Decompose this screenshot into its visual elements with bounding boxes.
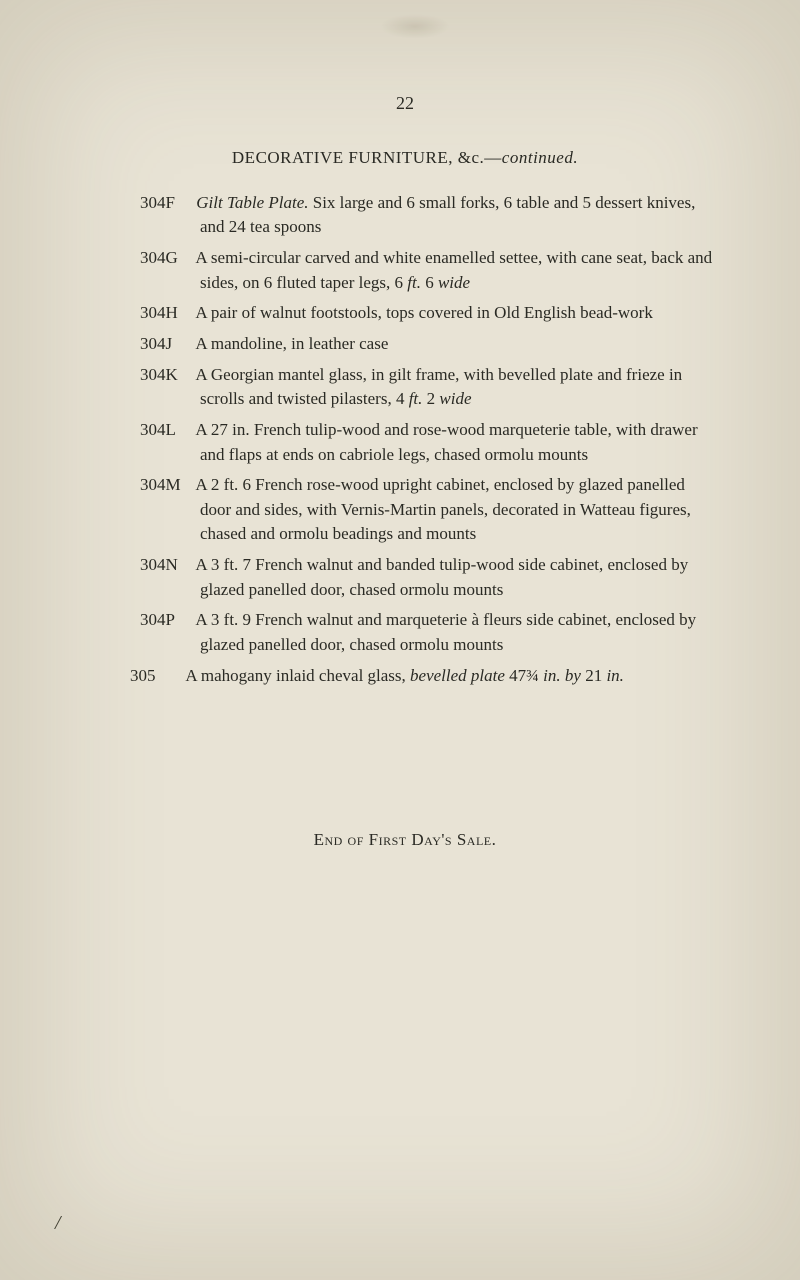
catalogue-entry: 304F Gilt Table Plate. Six large and 6 s… — [95, 191, 715, 240]
entry-text: A mandoline, in leather case — [195, 334, 388, 353]
entry-label: 304N — [140, 553, 192, 578]
entry-text: 21 — [581, 666, 607, 685]
entry-text: A pair of walnut footstools, tops covere… — [195, 303, 653, 322]
entry-label: 304F — [140, 191, 192, 216]
page-number: 22 — [95, 90, 715, 116]
catalogue-entry: 304P A 3 ft. 9 French walnut and marquet… — [95, 608, 715, 657]
margin-slash-mark: / — [55, 1212, 61, 1235]
entry-text: Gilt Table Plate. — [196, 193, 308, 212]
entry-text: in. by — [543, 666, 581, 685]
catalogue-entry: 304H A pair of walnut footstools, tops c… — [95, 301, 715, 326]
catalogue-entry: 304L A 27 in. French tulip-wood and rose… — [95, 418, 715, 467]
catalogue-entry: 305 A mahogany inlaid cheval glass, beve… — [95, 664, 715, 689]
entry-label: 304G — [140, 246, 192, 271]
entry-label: 304M — [140, 473, 192, 498]
page-container: 22 DECORATIVE FURNITURE, &c.—continued. … — [0, 0, 800, 913]
entry-text: 6 — [421, 273, 438, 292]
catalogue-entry: 304N A 3 ft. 7 French walnut and banded … — [95, 553, 715, 602]
entry-text: bevelled plate — [410, 666, 505, 685]
entry-text: ft. — [407, 273, 421, 292]
catalogue-entry: 304J A mandoline, in leather case — [95, 332, 715, 357]
entry-text: A 27 in. French tulip-wood and rose-wood… — [195, 420, 697, 464]
entry-text: wide — [439, 389, 471, 408]
entry-label: 304K — [140, 363, 192, 388]
entry-label: 304P — [140, 608, 192, 633]
entry-text: A 3 ft. 9 French walnut and marqueterie … — [195, 610, 696, 654]
entries-list: 304F Gilt Table Plate. Six large and 6 s… — [95, 191, 715, 689]
section-heading: DECORATIVE FURNITURE, &c.—continued. — [95, 146, 715, 171]
entry-text: 47¾ — [505, 666, 543, 685]
entry-label: 304J — [140, 332, 192, 357]
entry-text: A 2 ft. 6 French rose-wood upright cabin… — [195, 475, 691, 543]
entry-text: wide — [438, 273, 470, 292]
catalogue-entry: 304M A 2 ft. 6 French rose-wood upright … — [95, 473, 715, 547]
entry-text: 2 — [422, 389, 439, 408]
entry-text: in. — [606, 666, 623, 685]
entry-label: 305 — [130, 664, 182, 689]
entry-text: A 3 ft. 7 French walnut and banded tulip… — [195, 555, 688, 599]
entry-text: A mahogany inlaid cheval glass, — [185, 666, 410, 685]
entry-label: 304H — [140, 301, 192, 326]
end-of-sale-line: End of First Day's Sale. — [95, 828, 715, 853]
entry-text: ft. — [409, 389, 423, 408]
catalogue-entry: 304K A Georgian mantel glass, in gilt fr… — [95, 363, 715, 412]
heading-prefix: DECORATIVE FURNITURE, &c.— — [232, 148, 502, 167]
catalogue-entry: 304G A semi-circular carved and white en… — [95, 246, 715, 295]
heading-suffix: continued. — [502, 148, 578, 167]
entry-label: 304L — [140, 418, 192, 443]
